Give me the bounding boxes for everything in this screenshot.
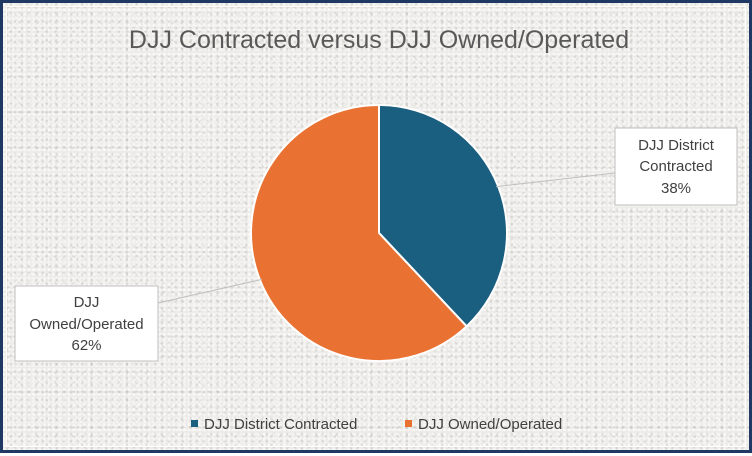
legend-swatch-0 [191, 420, 198, 427]
leader-lines [157, 172, 616, 304]
callout-label-line1: DJJ District [638, 137, 715, 154]
legend-label-0: DJJ District Contracted [204, 416, 357, 433]
callout-slice-1: DJJ Owned/Operated 62% [14, 285, 159, 362]
callout-label-line2: Owned/Operated [29, 316, 143, 333]
callout-box [14, 285, 159, 362]
pie-chart: DJJ Contracted versus DJJ Owned/Operated… [14, 26, 738, 433]
callout-value: 62% [71, 337, 101, 354]
leader-line-0 [496, 172, 616, 188]
chart-title: DJJ Contracted versus DJJ Owned/Operated [129, 26, 629, 54]
legend-label-1: DJJ Owned/Operated [418, 416, 562, 433]
callout-value: 38% [661, 180, 691, 197]
legend-swatch-1 [405, 420, 412, 427]
leader-line-1 [157, 278, 262, 304]
legend: DJJ District Contracted DJJ Owned/Operat… [191, 416, 562, 433]
callout-label-line2: Contracted [639, 158, 712, 175]
callout-box [614, 127, 738, 206]
callout-label-line1: DJJ [74, 294, 100, 311]
callout-slice-0: DJJ District Contracted 38% [614, 127, 738, 206]
pie-slices [250, 103, 508, 362]
